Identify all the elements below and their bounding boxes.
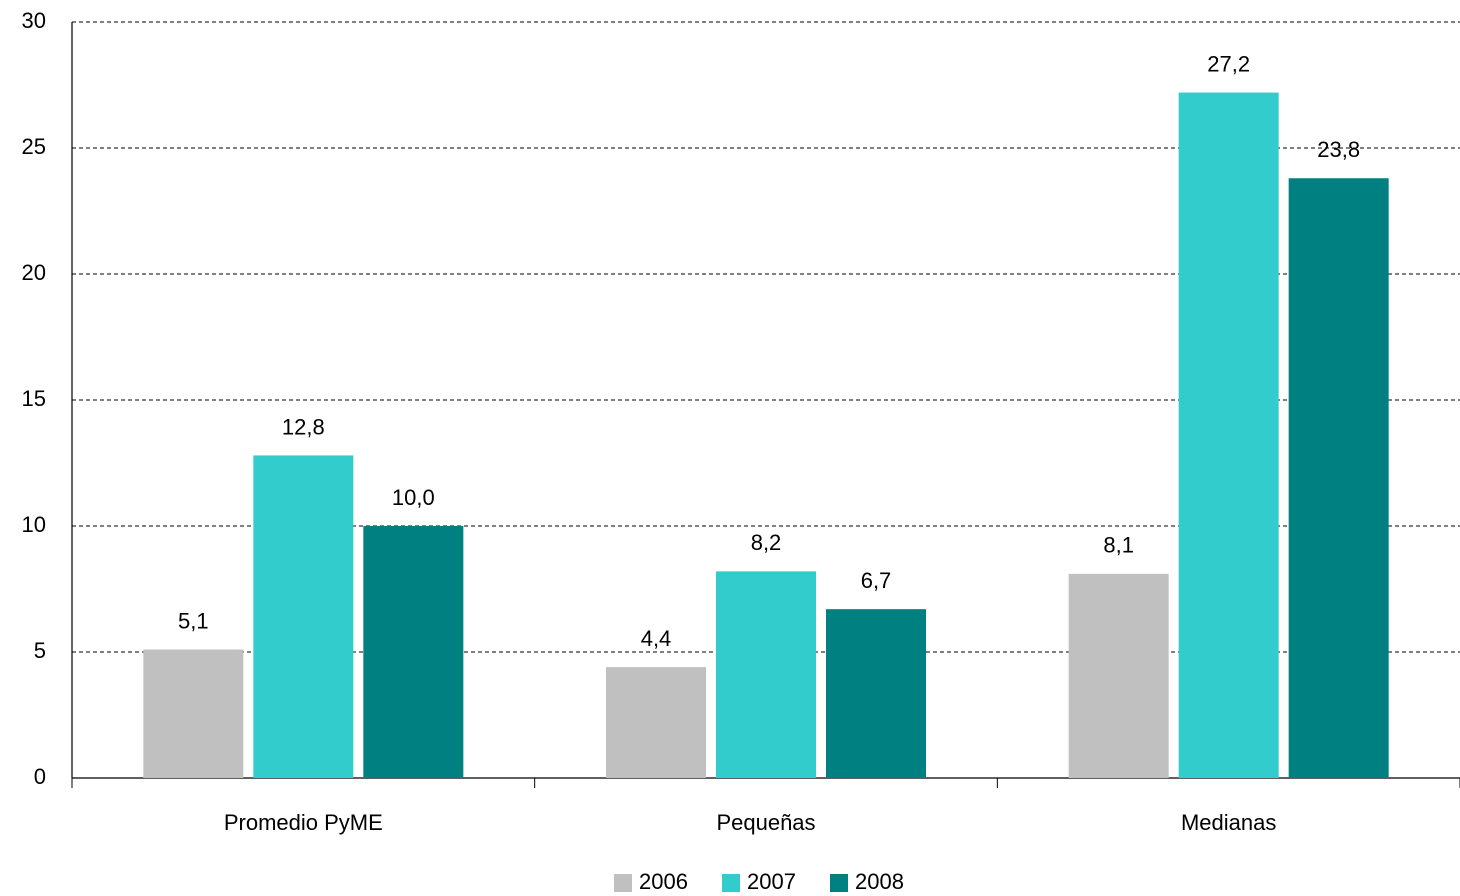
bar <box>1288 178 1389 779</box>
data-label: 27,2 <box>1207 51 1250 76</box>
bar <box>1068 573 1169 778</box>
x-tick-label: Pequeñas <box>716 810 815 835</box>
bar <box>363 526 464 778</box>
data-label: 12,8 <box>282 414 325 439</box>
y-tick-label: 15 <box>22 386 46 411</box>
data-label: 8,2 <box>751 530 782 555</box>
legend-label: 2008 <box>855 869 904 894</box>
legend-swatch <box>722 874 740 892</box>
bar <box>1178 92 1279 778</box>
data-label: 5,1 <box>178 608 209 633</box>
bar <box>716 571 816 778</box>
bar <box>606 667 706 778</box>
y-tick-label: 10 <box>22 512 46 537</box>
y-tick-label: 0 <box>34 764 46 789</box>
bar <box>143 649 244 778</box>
bar <box>253 455 354 778</box>
x-tick-label: Promedio PyME <box>224 810 383 835</box>
bar <box>826 609 926 778</box>
data-label: 8,1 <box>1103 533 1134 558</box>
legend-label: 2006 <box>639 869 688 894</box>
data-label: 23,8 <box>1317 137 1360 162</box>
data-label: 10,0 <box>392 485 435 510</box>
y-tick-label: 25 <box>22 134 46 159</box>
data-label: 4,4 <box>641 626 672 651</box>
data-label: 6,7 <box>861 568 892 593</box>
legend-swatch <box>830 874 848 892</box>
legend-label: 2007 <box>747 869 796 894</box>
y-tick-label: 20 <box>22 260 46 285</box>
y-tick-label: 30 <box>22 8 46 33</box>
legend-swatch <box>614 874 632 892</box>
y-tick-label: 5 <box>34 638 46 663</box>
x-tick-label: Medianas <box>1181 810 1276 835</box>
